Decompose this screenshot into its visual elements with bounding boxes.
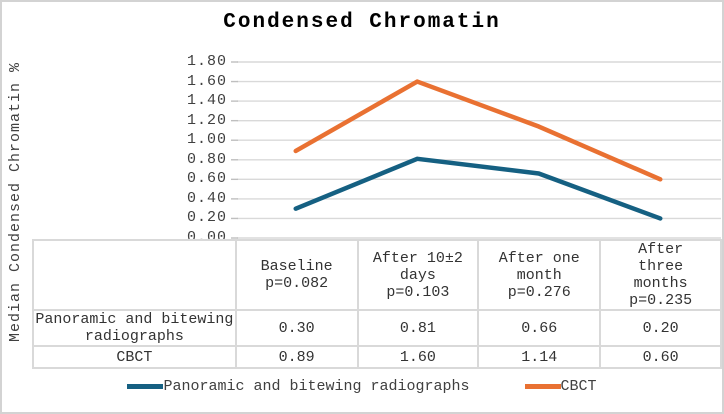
table-corner-spacer: [32, 239, 237, 311]
plot-area: [231, 61, 721, 239]
y-tick-label: 0.60: [186, 170, 227, 188]
y-tick-label: 1.00: [186, 131, 227, 149]
legend-line-swatch: [127, 383, 164, 389]
column-header-after-10-2-days: After 10±2 days p=0.103: [356, 239, 480, 311]
y-tick-label: 0.40: [186, 189, 227, 207]
legend: Panoramic and bitewing radiographs CBCT: [2, 376, 722, 396]
legend-item: CBCT: [524, 377, 597, 395]
cell-panoramic-three-months: 0.20: [599, 309, 722, 347]
y-tick-label: 1.80: [186, 53, 227, 70]
legend-item: Panoramic and bitewing radiographs: [127, 377, 470, 395]
y-axis-title: Median Condensed Chromatin %: [7, 61, 24, 343]
y-tick-label: 1.40: [186, 92, 227, 110]
row-label-panoramic: Panoramic and bitewing radiographs: [32, 309, 237, 347]
cell-panoramic-one-month: 0.66: [477, 309, 602, 347]
chart-title: Condensed Chromatin: [223, 11, 501, 34]
table-header-row: Baseline p=0.082 After 10±2 days p=0.103…: [32, 239, 722, 311]
series-line-panoramic: [293, 156, 663, 221]
legend-label: CBCT: [560, 377, 597, 395]
y-tick-label: 0.80: [186, 150, 227, 168]
cell-cbct-10-2-days: 1.60: [356, 345, 480, 369]
cell-cbct-baseline: 0.89: [234, 345, 359, 369]
table-row: Panoramic and bitewing radiographs 0.30 …: [32, 309, 722, 347]
cell-panoramic-10-2-days: 0.81: [356, 309, 480, 347]
y-tick-label: 1.60: [186, 72, 227, 90]
y-tick-label: 1.20: [186, 111, 227, 129]
row-label-cbct: CBCT: [32, 345, 237, 369]
column-header-baseline: Baseline p=0.082: [234, 239, 359, 311]
data-table: Baseline p=0.082 After 10±2 days p=0.103…: [32, 239, 722, 369]
column-header-after-one-month: After one month p=0.276: [477, 239, 602, 311]
series-line-cbct: [293, 79, 663, 182]
table-row: CBCT 0.89 1.60 1.14 0.60: [32, 345, 722, 369]
column-header-after-three-months: After three months p=0.235: [599, 239, 722, 311]
cell-panoramic-baseline: 0.30: [234, 309, 359, 347]
cell-cbct-three-months: 0.60: [599, 345, 722, 369]
legend-line-swatch: [524, 383, 561, 389]
legend-label: Panoramic and bitewing radiographs: [163, 377, 470, 395]
y-tick-label: 0.20: [186, 209, 227, 227]
cell-cbct-one-month: 1.14: [477, 345, 602, 369]
